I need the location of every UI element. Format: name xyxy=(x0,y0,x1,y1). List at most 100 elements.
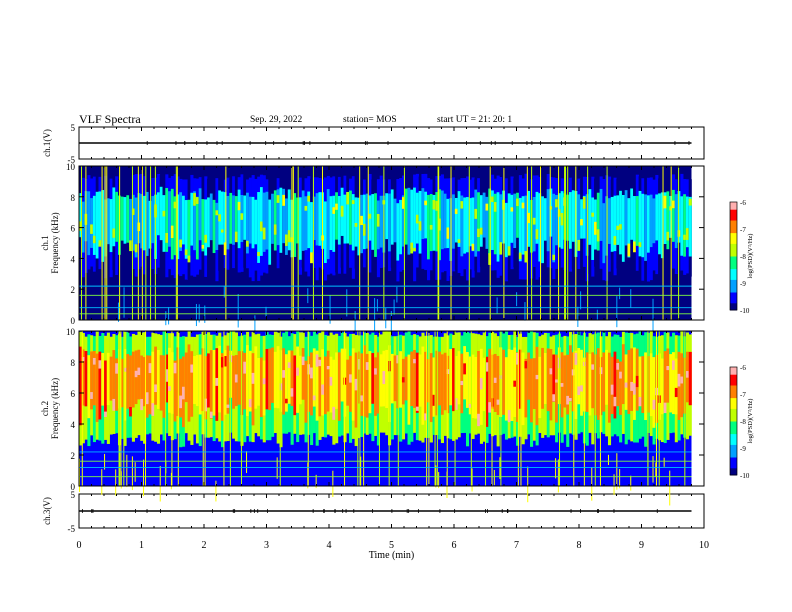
spectrogram-cell xyxy=(159,186,163,241)
spectrogram-cell xyxy=(179,239,183,248)
spectrogram-cell xyxy=(549,206,553,210)
colorbar-segment xyxy=(730,259,737,262)
spectrogram-cell xyxy=(479,195,483,247)
colorbar-tick-label: -6 xyxy=(740,199,746,207)
spectrogram-cell xyxy=(343,194,347,244)
spectrogram-cell xyxy=(524,251,528,263)
colorbar-segment xyxy=(730,412,737,415)
spectrogram-cell xyxy=(346,359,350,406)
spectrogram-cell xyxy=(454,398,458,410)
spectrogram-cell xyxy=(566,395,570,405)
date-label: Sep. 29, 2022 xyxy=(250,115,303,125)
spectrogram-cell xyxy=(212,199,216,254)
waveform-panel-ch1: 5 -5 ch.1(V) xyxy=(42,123,705,165)
colorbar-label: log(PSD)(V²/Hz) xyxy=(747,399,754,444)
spectrogram-cell xyxy=(410,189,414,249)
colorbar-segment xyxy=(730,236,737,239)
colorbar-segment xyxy=(730,286,737,289)
spectrogram-cell xyxy=(193,193,197,206)
spectrogram-cell xyxy=(596,309,598,320)
colorbar-segment xyxy=(730,430,737,433)
spectrogram-cell xyxy=(354,311,356,337)
spectrogram-cell xyxy=(312,395,316,401)
spectrogram-cell xyxy=(209,193,213,241)
spectrogram-cell xyxy=(571,190,575,242)
spectrogram-cell xyxy=(92,235,97,244)
spectrogram-cell xyxy=(410,242,414,254)
spectrogram-cell xyxy=(360,456,362,486)
colorbar-segment xyxy=(730,293,737,297)
spectrogram-cell xyxy=(371,353,375,404)
spectrogram-cell xyxy=(301,190,305,251)
spectrogram-cell xyxy=(165,369,169,382)
spectrogram-cell xyxy=(360,215,364,226)
spectrogram-cell xyxy=(209,411,213,419)
spectrogram-cell xyxy=(599,357,603,416)
spectrogram-cell xyxy=(226,404,230,408)
spectrogram-cell xyxy=(521,202,525,209)
spectrogram-cell xyxy=(184,249,188,256)
x-tick-label: 8 xyxy=(577,540,582,551)
spectrogram-cell xyxy=(204,199,208,256)
colorbar-segment xyxy=(730,428,737,431)
spectrogram-cell xyxy=(109,356,113,401)
spectrogram-cell xyxy=(516,352,520,422)
spectrogram-cell xyxy=(140,398,144,411)
spectrogram-cell xyxy=(376,299,378,312)
spectrogram-cell xyxy=(259,187,264,256)
spectrogram-cell xyxy=(446,227,450,239)
spectrogram-cell xyxy=(429,193,433,252)
colorbar-segment xyxy=(730,439,737,442)
spectrogram-cell xyxy=(552,254,556,261)
colorbar-segment xyxy=(730,426,737,429)
spectrogram-cell xyxy=(390,353,394,404)
spectrogram-cell xyxy=(591,212,595,217)
spectrogram-cell xyxy=(638,356,642,407)
spectrogram-cell xyxy=(390,310,392,337)
colorbar-segment xyxy=(730,453,737,456)
spectrogram-cell xyxy=(674,194,678,249)
spectrogram-cell xyxy=(549,368,553,375)
spectrogram-cell xyxy=(120,358,124,408)
colorbar-segment xyxy=(730,304,737,307)
colorbar-segment xyxy=(730,212,737,216)
colorbar-segment xyxy=(730,205,737,208)
spectrogram-cell xyxy=(630,381,634,391)
spectrogram-cell xyxy=(190,364,194,373)
spectrogram-cell xyxy=(365,193,369,249)
colorbar-segment xyxy=(730,388,737,391)
spectrogram-cell xyxy=(329,196,333,250)
spectrogram-cell xyxy=(268,348,272,411)
spectrogram-cell xyxy=(454,197,458,243)
spectrogram-cell xyxy=(162,195,166,252)
spectrogram-cell xyxy=(304,205,308,211)
colorbar-segment xyxy=(730,397,737,400)
spectrogram-cell xyxy=(454,356,458,403)
colorbar-segment xyxy=(730,374,737,377)
spectrogram-cell xyxy=(685,196,690,248)
spectrogram-cell xyxy=(399,199,403,255)
spectrogram-cell xyxy=(134,350,138,405)
spectrogram-cell xyxy=(621,195,625,262)
colorbar-frame xyxy=(729,366,738,476)
spectrogram-cell xyxy=(90,198,94,248)
spectrogram-cell xyxy=(424,191,428,239)
spectrogram-cell xyxy=(577,386,581,396)
spectrogram-cell xyxy=(234,374,238,383)
spectrogram-cell xyxy=(262,378,266,385)
spectrogram-cell xyxy=(179,192,183,251)
spectrogram-cell xyxy=(315,350,319,421)
spectrogram-cell xyxy=(95,191,99,259)
spectrogram-cell xyxy=(591,352,595,409)
spectrogram-cell xyxy=(293,193,297,257)
colorbar-segment xyxy=(730,376,737,379)
colorbar-segment xyxy=(730,207,737,210)
spectrogram-cell xyxy=(307,364,311,375)
spectrogram-cell xyxy=(499,242,503,255)
spectrogram-cell xyxy=(315,354,319,367)
spectrogram-cell xyxy=(215,210,219,216)
spectrogram-cell xyxy=(193,356,197,405)
spectrogram-cell xyxy=(599,367,603,375)
spectrogram-cell xyxy=(326,350,330,412)
spectrogram-cell xyxy=(510,207,514,212)
